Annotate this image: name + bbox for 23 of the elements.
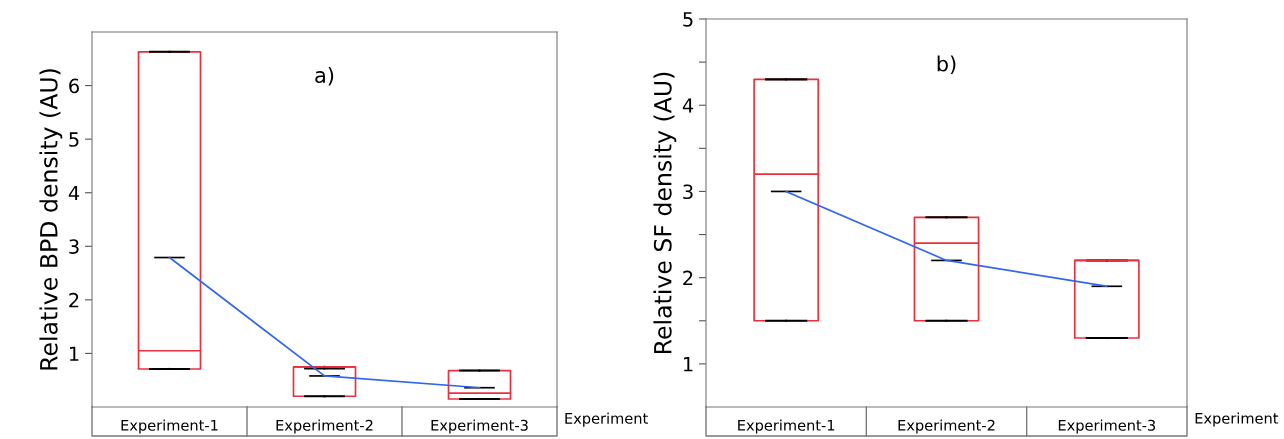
y-tick-label: 4 xyxy=(68,185,80,201)
x-tick-label: Experiment-3 xyxy=(1058,419,1156,434)
y-tick-label: 1 xyxy=(69,346,79,361)
y-axis-title: Relative SF density (AU) xyxy=(653,72,677,354)
text: a) xyxy=(315,66,334,86)
text: b) xyxy=(937,55,956,75)
x-axis-title: Experiment xyxy=(565,412,648,427)
x-axis-title: Experiment xyxy=(1195,412,1279,427)
x-tick-label: Experiment-3 xyxy=(431,419,528,434)
y-tick-label: 1 xyxy=(683,357,693,372)
y-tick-label: 5 xyxy=(69,132,79,147)
y-tick-label: 4 xyxy=(682,98,694,113)
y-tick-label: 2 xyxy=(683,270,693,286)
y-tick-label: 6 xyxy=(69,78,79,94)
x-tick-label: Experiment-2 xyxy=(276,419,373,434)
y-tick-label: 5 xyxy=(683,12,693,27)
x-tick-label: Experiment-1 xyxy=(738,419,835,434)
x-tick-label: Experiment-1 xyxy=(121,419,218,434)
y-tick-label: 2 xyxy=(69,292,79,308)
y-tick-label: 3 xyxy=(69,239,79,254)
y-axis-title: Relative BPD density (AU) xyxy=(39,69,63,370)
y-tick-label: 3 xyxy=(683,184,693,200)
x-tick-label: Experiment-2 xyxy=(898,419,995,434)
